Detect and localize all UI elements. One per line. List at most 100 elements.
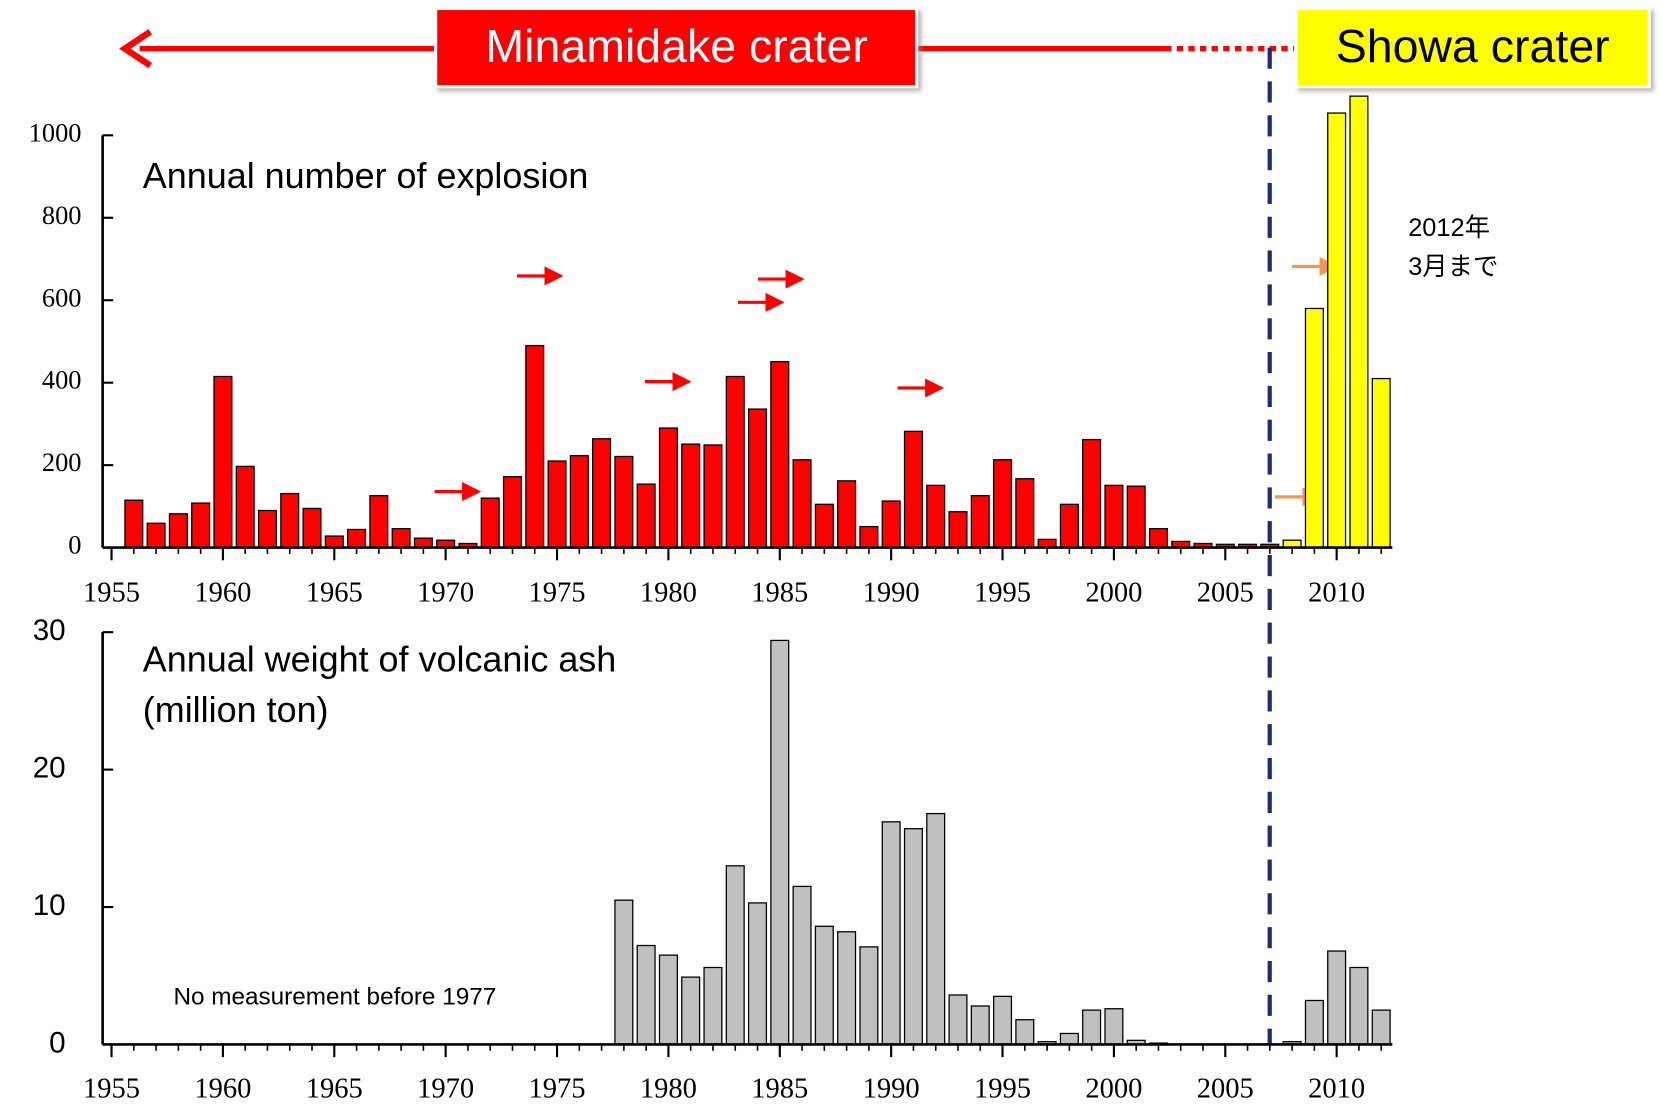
bar bbox=[235, 465, 255, 549]
bar bbox=[814, 503, 834, 549]
bar bbox=[725, 375, 745, 549]
bar bbox=[1104, 1008, 1124, 1046]
y-tick-label: 400 bbox=[42, 365, 82, 395]
bar bbox=[1327, 950, 1347, 1046]
y-tick-label: 30 bbox=[33, 614, 66, 647]
bar bbox=[658, 427, 678, 549]
bar bbox=[770, 639, 790, 1046]
bar bbox=[324, 535, 344, 549]
x-tick-label: 1980 bbox=[640, 1074, 697, 1105]
bar bbox=[881, 821, 901, 1046]
bar bbox=[1371, 377, 1391, 549]
chart-title: Annual number of explosion bbox=[143, 155, 589, 196]
x-tick-label: 1960 bbox=[194, 1074, 251, 1105]
x-tick-label: 2000 bbox=[1085, 578, 1142, 609]
note: 3月まで bbox=[1408, 253, 1498, 281]
x-tick-label: 1985 bbox=[751, 1074, 808, 1105]
banner-box bbox=[434, 6, 919, 89]
bar bbox=[391, 528, 411, 549]
legend-label: Showa crater bbox=[1336, 20, 1610, 72]
bar bbox=[747, 902, 768, 1046]
bar bbox=[547, 460, 567, 549]
x-tick-label: 1995 bbox=[974, 1074, 1031, 1105]
x-tick-label: 1970 bbox=[417, 578, 474, 609]
bar bbox=[1082, 1009, 1102, 1046]
bar bbox=[970, 495, 990, 549]
bar bbox=[770, 361, 790, 549]
y-tick-label: 10 bbox=[33, 889, 66, 922]
bar bbox=[970, 1005, 990, 1046]
bar bbox=[614, 899, 634, 1046]
banner-box bbox=[1294, 6, 1651, 89]
bar bbox=[1015, 1019, 1035, 1046]
bar bbox=[1082, 438, 1102, 549]
x-tick-label: 1960 bbox=[194, 578, 251, 609]
bar bbox=[569, 455, 589, 549]
bar bbox=[257, 509, 278, 549]
y-tick-label: 600 bbox=[42, 282, 82, 312]
bar bbox=[1104, 484, 1124, 549]
bar bbox=[146, 522, 166, 549]
bar bbox=[124, 499, 144, 549]
bar bbox=[658, 954, 678, 1046]
bar bbox=[792, 459, 812, 549]
bar bbox=[1304, 307, 1324, 549]
bar bbox=[948, 994, 968, 1046]
bar bbox=[1015, 478, 1035, 549]
bar bbox=[1148, 528, 1169, 549]
x-tick-label: 1955 bbox=[83, 578, 140, 609]
x-tick-label: 1985 bbox=[751, 578, 808, 609]
x-tick-label: 1990 bbox=[863, 1074, 920, 1105]
x-tick-label: 1980 bbox=[640, 578, 697, 609]
bar bbox=[592, 438, 612, 549]
x-tick-label: 1970 bbox=[417, 1074, 474, 1105]
y-tick-label: 0 bbox=[68, 530, 81, 560]
bar bbox=[525, 344, 545, 549]
note: 2012年 bbox=[1408, 214, 1490, 242]
x-tick-label: 1955 bbox=[83, 1074, 140, 1105]
x-tick-label: 1965 bbox=[306, 1074, 363, 1105]
bar bbox=[859, 946, 879, 1046]
bar bbox=[1059, 503, 1079, 549]
bar bbox=[369, 495, 389, 549]
x-tick-label: 2005 bbox=[1197, 1074, 1254, 1105]
bar bbox=[502, 476, 523, 549]
bar bbox=[636, 483, 656, 549]
bar bbox=[837, 480, 857, 549]
bar bbox=[168, 513, 188, 549]
bar bbox=[814, 925, 834, 1046]
bar bbox=[747, 408, 768, 549]
bar bbox=[1349, 966, 1369, 1046]
bar bbox=[191, 502, 211, 549]
bar bbox=[1349, 95, 1369, 549]
bar bbox=[1126, 485, 1146, 549]
bar bbox=[881, 500, 901, 549]
bar bbox=[280, 492, 300, 549]
bar bbox=[480, 497, 500, 549]
bar bbox=[1327, 112, 1347, 549]
y-tick-label: 0 bbox=[49, 1026, 65, 1059]
chart-title: Annual weight of volcanic ash bbox=[143, 638, 616, 679]
x-tick-label: 1975 bbox=[529, 1074, 586, 1105]
bar bbox=[792, 885, 812, 1046]
bar bbox=[992, 995, 1013, 1046]
y-tick-label: 1000 bbox=[29, 117, 82, 147]
bar bbox=[703, 444, 723, 549]
bar bbox=[302, 507, 322, 549]
bar bbox=[992, 459, 1013, 549]
bar bbox=[614, 455, 634, 549]
bar bbox=[213, 375, 233, 549]
bar bbox=[681, 976, 701, 1046]
x-tick-label: 1965 bbox=[306, 578, 363, 609]
x-tick-label: 2000 bbox=[1085, 1074, 1142, 1105]
chart-subtitle: (million ton) bbox=[143, 689, 329, 730]
bar bbox=[837, 931, 857, 1046]
bar bbox=[725, 865, 745, 1046]
x-tick-label: 2010 bbox=[1308, 1074, 1365, 1105]
bar bbox=[681, 443, 701, 549]
y-tick-label: 800 bbox=[42, 200, 82, 230]
x-tick-label: 2005 bbox=[1197, 578, 1254, 609]
bar bbox=[1059, 1032, 1079, 1046]
bar bbox=[903, 430, 923, 549]
